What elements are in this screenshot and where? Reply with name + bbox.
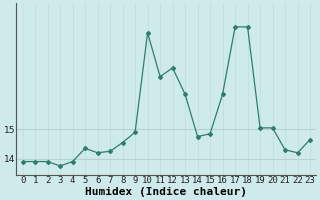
- X-axis label: Humidex (Indice chaleur): Humidex (Indice chaleur): [85, 186, 247, 197]
